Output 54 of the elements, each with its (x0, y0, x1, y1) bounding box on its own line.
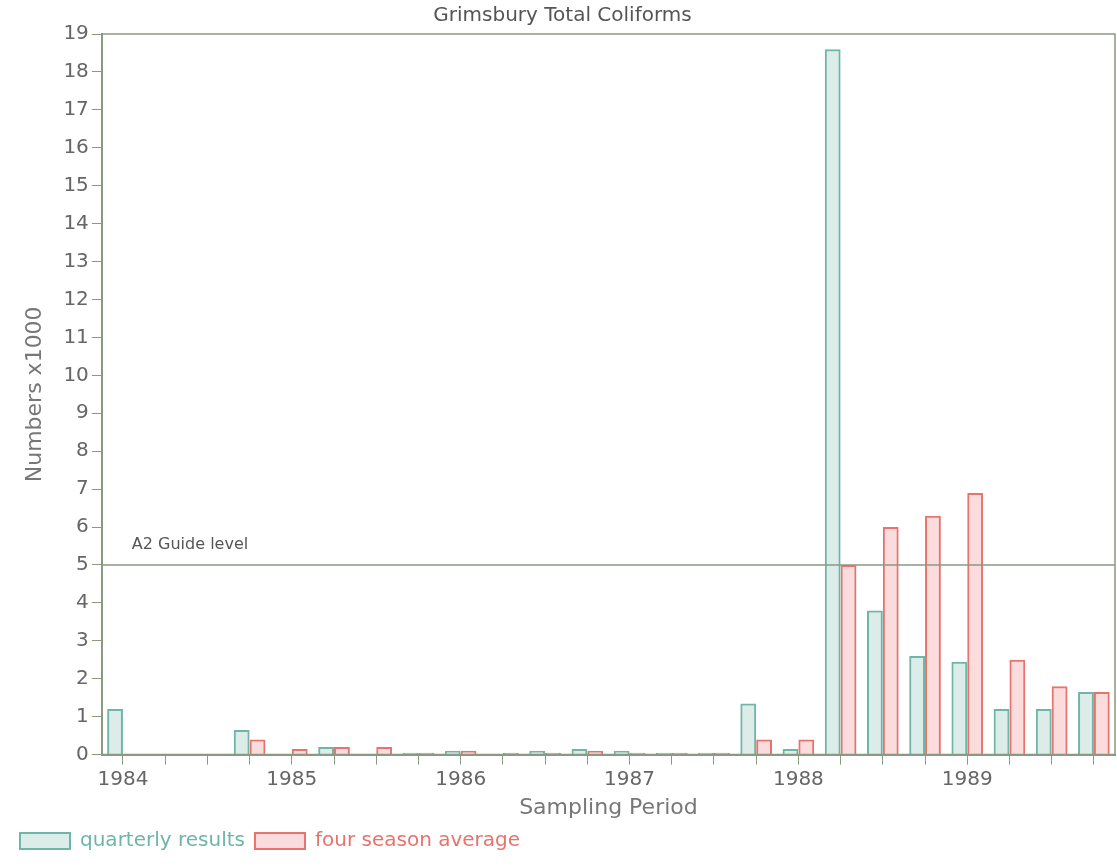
x-tick-label: 1989 (941, 765, 993, 790)
bar (318, 747, 335, 755)
bar (967, 492, 984, 755)
y-tick-label: 9 (76, 399, 89, 424)
bar (909, 655, 926, 755)
y-tick-label: 7 (76, 475, 89, 500)
bar (951, 661, 968, 755)
x-tick-label: 1984 (97, 765, 149, 790)
y-tick-label: 2 (76, 664, 89, 689)
x-tick-label: 1988 (772, 765, 824, 790)
legend-label: four season average (314, 827, 521, 852)
bar (107, 709, 123, 755)
bar (1051, 686, 1068, 755)
y-tick-label: 13 (63, 247, 89, 272)
y-tick-label: 11 (63, 323, 89, 348)
y-tick-label: 0 (76, 740, 89, 765)
bar (740, 703, 757, 755)
x-tick-label: 1985 (266, 765, 318, 790)
bar (1009, 659, 1026, 755)
x-tick-label: 1986 (435, 765, 487, 790)
y-tick-label: 4 (76, 589, 89, 614)
y-tick-label: 17 (63, 96, 89, 121)
y-tick-label: 10 (63, 361, 89, 386)
y-tick-label: 8 (76, 437, 89, 462)
bar (882, 527, 899, 755)
bar (840, 564, 857, 755)
y-tick-label: 12 (63, 285, 89, 310)
bar (866, 610, 883, 755)
bar (1035, 709, 1052, 755)
bar (291, 748, 308, 755)
bar (376, 747, 393, 755)
bar (571, 748, 588, 755)
ref-line-label: A2 Guide level (131, 534, 249, 554)
chart-title: Grimsbury Total Coliforms (433, 2, 692, 27)
x-axis-title: Sampling Period (519, 793, 698, 819)
bar (993, 709, 1010, 755)
bar (925, 515, 941, 755)
bar (334, 747, 350, 755)
y-tick-label: 3 (76, 627, 89, 652)
y-tick-label: 16 (63, 133, 89, 158)
y-tick-label: 15 (63, 171, 89, 196)
y-tick-label: 18 (63, 58, 89, 83)
bar (824, 49, 841, 755)
y-tick-label: 6 (76, 513, 89, 538)
bar (233, 729, 250, 755)
x-tick-label: 1987 (604, 765, 655, 790)
y-tick-label: 1 (76, 702, 89, 727)
bar (1093, 692, 1110, 755)
bar (1078, 692, 1094, 755)
y-axis-title: Numbers x1000 (20, 306, 46, 483)
y-tick-label: 5 (76, 551, 89, 576)
y-tick-label: 19 (63, 20, 89, 45)
y-tick-label: 14 (63, 209, 89, 234)
legend-label: quarterly results (80, 827, 245, 852)
